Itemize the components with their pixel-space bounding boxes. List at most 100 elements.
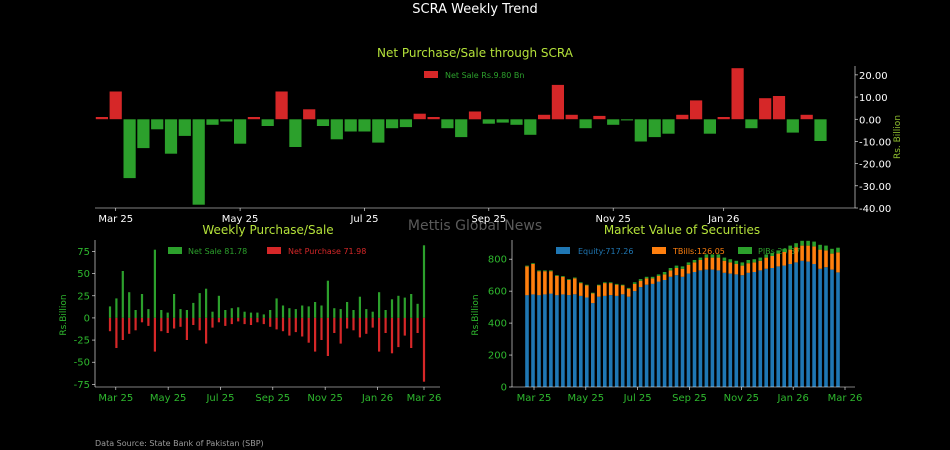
weekly-sale-bar xyxy=(281,305,285,318)
market-equity-bar xyxy=(644,284,649,387)
market-pibs-bar xyxy=(626,287,631,289)
figure-title: SCRA Weekly Trend xyxy=(412,2,538,17)
weekly-sale-bar xyxy=(205,288,208,318)
top-bar xyxy=(759,98,772,120)
market-equity-bar xyxy=(836,272,840,387)
weekly-purchase-bar xyxy=(410,317,413,348)
market-equity-bar xyxy=(818,268,822,387)
weekly-sale-bar xyxy=(256,312,259,318)
top-y-tick-label: 0.00 xyxy=(859,115,881,126)
weekly-purchase-bar xyxy=(115,317,118,348)
market-pibs-bar xyxy=(608,282,613,284)
top-x-tick-label: May 25 xyxy=(222,214,259,225)
market-tbills-bar xyxy=(614,284,619,296)
market-equity-bar xyxy=(698,270,703,387)
market-equity-bar xyxy=(537,295,541,387)
top-bar xyxy=(648,119,661,138)
weekly-purchase-bar xyxy=(281,317,285,332)
market-equity-bar xyxy=(662,279,667,387)
market-equity-bar xyxy=(740,275,745,387)
weekly-legend-swatch-net-sale xyxy=(168,247,182,254)
market-pibs-bar xyxy=(830,248,834,254)
market-pibs-bar xyxy=(770,252,774,256)
top-bar xyxy=(95,117,108,120)
top-bar xyxy=(220,119,233,122)
weekly-purchase-bar xyxy=(288,317,291,336)
market-pibs-bar xyxy=(782,248,786,252)
market-pibs-bar xyxy=(662,272,667,275)
top-bar xyxy=(662,119,675,134)
top-bar xyxy=(372,119,385,143)
weekly-purchase-bar xyxy=(346,317,349,329)
weekly-sale-bar xyxy=(140,294,144,318)
market-equity-bar xyxy=(626,296,631,387)
market-tbills-bar xyxy=(794,247,798,263)
top-bar xyxy=(137,119,150,149)
market-tbills-bar xyxy=(555,276,559,296)
weekly-x-tick-label: Nov 25 xyxy=(307,393,342,404)
weekly-purchase-bar xyxy=(179,317,182,327)
market-tbills-bar xyxy=(776,253,780,267)
weekly-x-tick-label: Mar 25 xyxy=(98,393,133,404)
market-tbills-bar xyxy=(608,283,613,296)
market-tbills-bar xyxy=(734,264,739,275)
watermark: Mettis Global News xyxy=(408,218,542,234)
market-legend-swatch-equity xyxy=(556,247,570,254)
market-pibs-bar xyxy=(555,275,559,276)
market-pibs-bar xyxy=(567,279,571,280)
market-tbills-bar xyxy=(668,270,673,277)
market-x-tick-label: Mar 26 xyxy=(828,393,863,404)
weekly-sale-bar xyxy=(128,292,131,318)
top-y-tick-label: 10.00 xyxy=(859,93,888,104)
top-legend-swatch-net-sale xyxy=(424,71,438,78)
market-equity-bar xyxy=(680,276,685,388)
market-tbills-bar xyxy=(818,249,822,269)
market-pibs-bar xyxy=(597,284,601,286)
market-equity-bar xyxy=(531,294,535,387)
market-pibs-bar xyxy=(620,284,625,286)
market-legend-swatch-tbills xyxy=(652,247,666,254)
top-y-tick-label: -20.00 xyxy=(859,160,891,171)
market-equity-bar xyxy=(668,276,673,388)
weekly-purchase-bar xyxy=(365,317,368,334)
market-equity-bar xyxy=(525,295,529,387)
market-chart-title: Market Value of Securities xyxy=(604,223,760,237)
weekly-purchase-bar xyxy=(326,317,329,356)
top-bar xyxy=(703,119,716,134)
weekly-sale-bar xyxy=(307,306,310,318)
weekly-sale-bar xyxy=(121,271,124,318)
weekly-sale-bar xyxy=(192,302,195,318)
market-tbills-bar xyxy=(561,276,565,295)
market-equity-bar xyxy=(561,294,565,387)
weekly-purchase-bar xyxy=(262,317,265,325)
top-bar xyxy=(634,119,647,142)
market-pibs-bar xyxy=(704,254,709,258)
market-pibs-bar xyxy=(656,274,661,276)
market-tbills-bar xyxy=(812,246,816,264)
top-x-tick-label: Sep 25 xyxy=(471,214,506,225)
weekly-sale-bar xyxy=(237,307,240,318)
weekly-sale-bar xyxy=(301,305,304,318)
market-tbills-bar xyxy=(585,285,589,298)
market-pibs-bar xyxy=(650,276,655,279)
top-bar xyxy=(524,119,537,135)
weekly-sale-bar xyxy=(365,309,368,318)
weekly-sale-bar xyxy=(352,310,355,318)
weekly-sale-bar xyxy=(294,309,297,318)
weekly-y-tick-label: 0 xyxy=(84,313,90,324)
market-pibs-bar xyxy=(728,259,733,263)
market-tbills-bar xyxy=(531,264,535,295)
market-y-tick-label: 800 xyxy=(488,255,507,266)
market-pibs-bar xyxy=(824,245,828,251)
market-equity-bar xyxy=(728,273,733,387)
weekly-x-tick-label: Sep 25 xyxy=(255,393,290,404)
market-pibs-bar xyxy=(668,268,673,271)
weekly-x-tick-label: May 25 xyxy=(150,393,187,404)
market-equity-bar xyxy=(555,295,559,387)
market-y-tick-label: 200 xyxy=(488,351,507,362)
weekly-purchase-bar xyxy=(128,317,131,334)
market-tbills-bar xyxy=(525,266,529,296)
weekly-y-tick-label: -25 xyxy=(74,336,90,347)
top-y-tick-label: -40.00 xyxy=(859,204,891,215)
